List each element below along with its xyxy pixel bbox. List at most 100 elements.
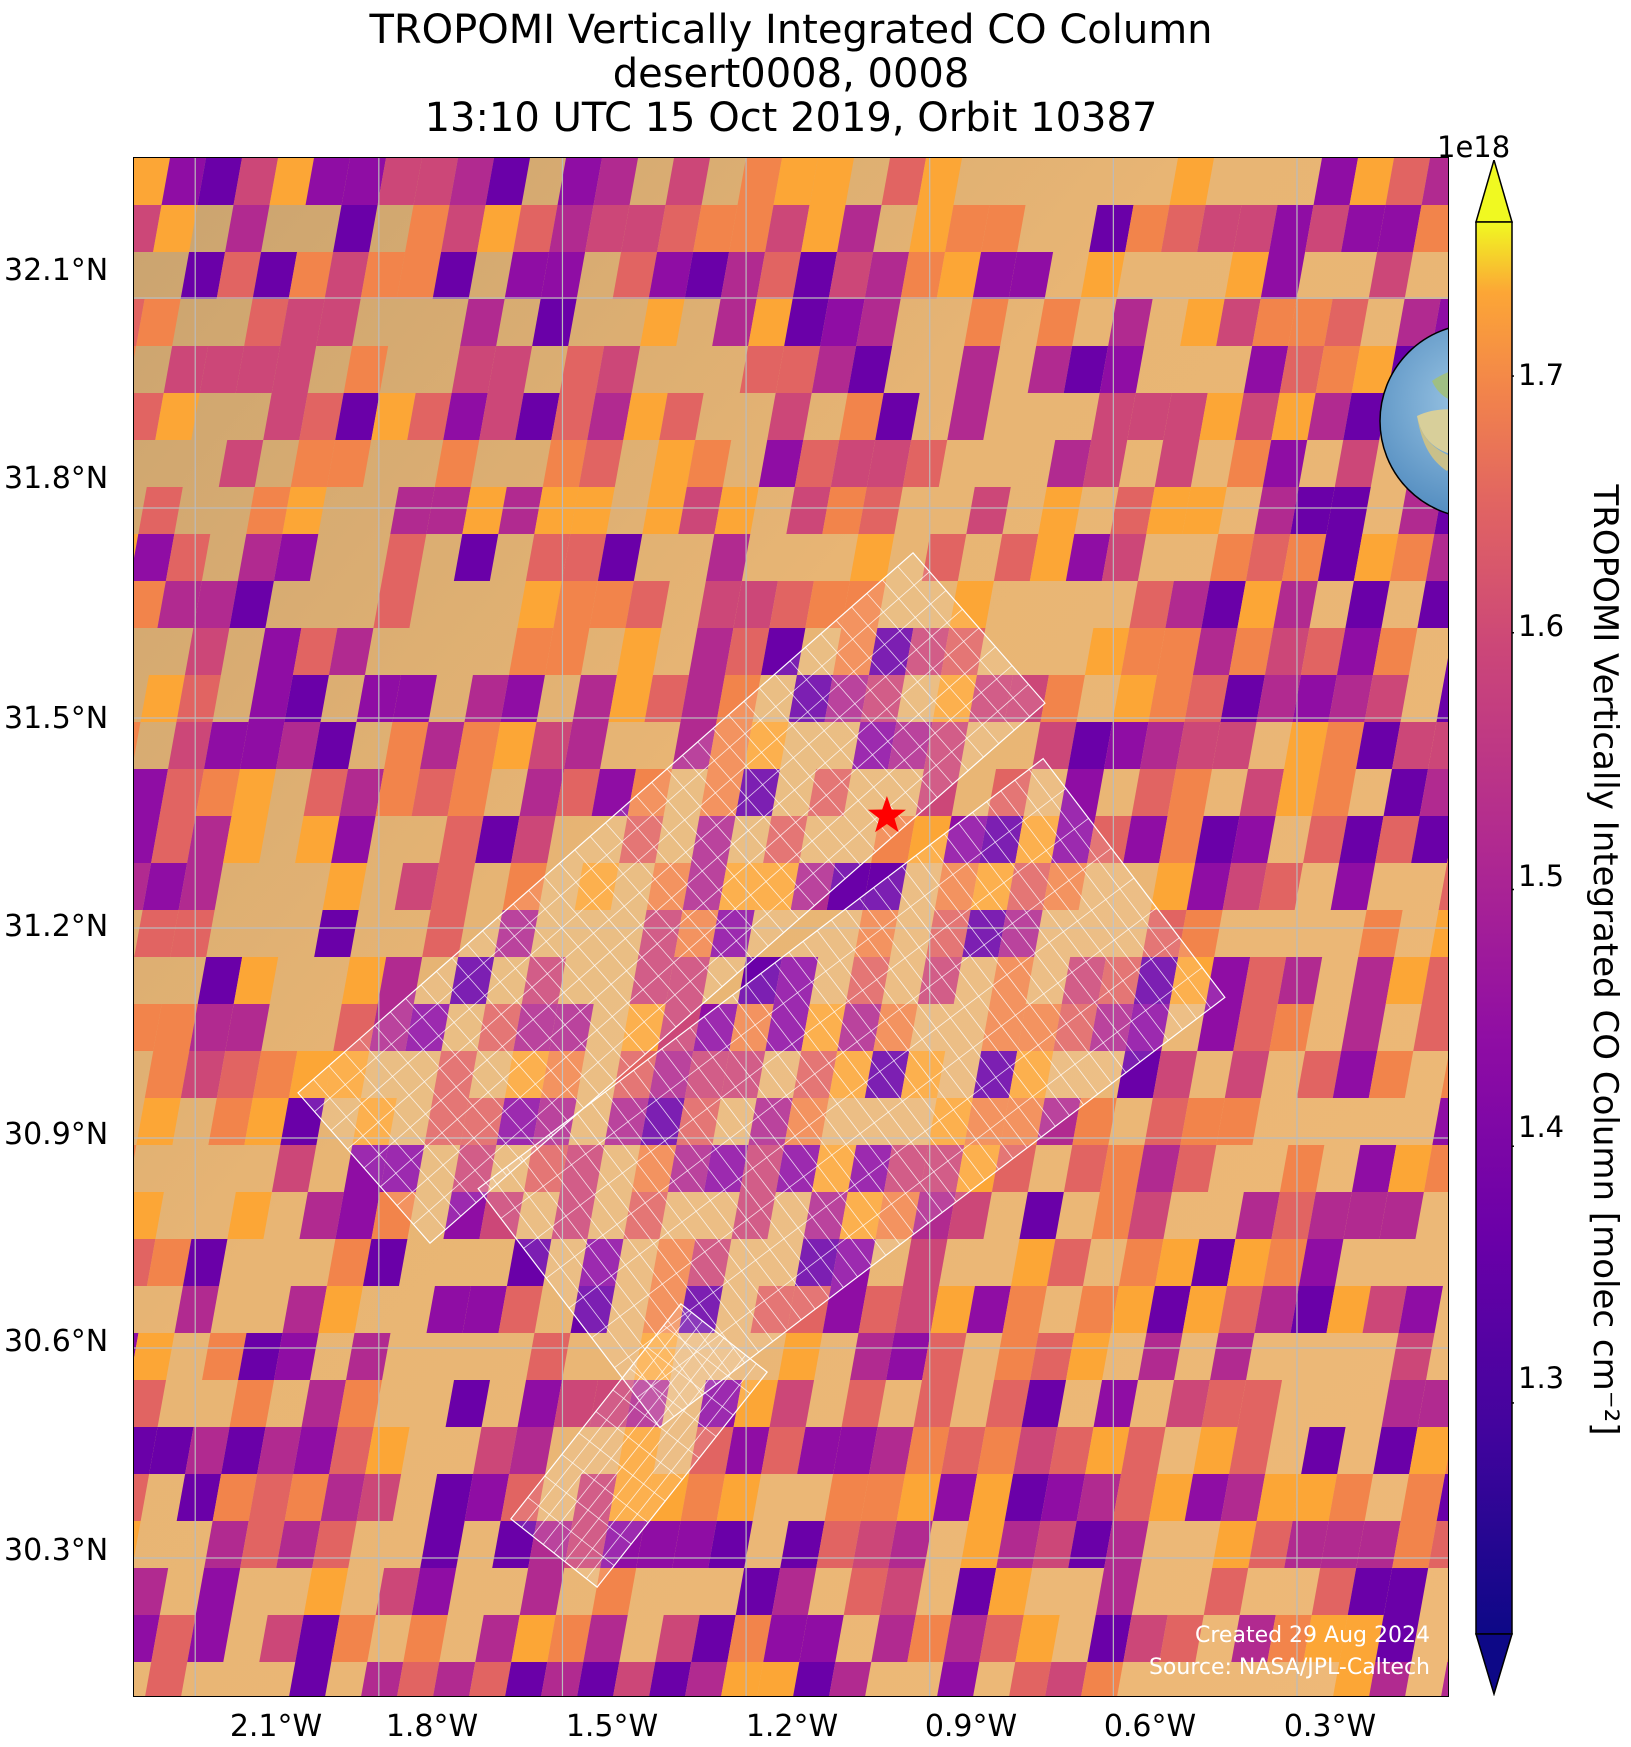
co-pixel — [517, 1380, 563, 1427]
co-pixel — [902, 1239, 948, 1286]
co-pixel — [233, 158, 278, 205]
lat-tick-label: 31.2°N — [4, 909, 109, 944]
co-pixel — [830, 440, 876, 487]
co-pixel — [616, 628, 662, 675]
chart-subtitle-time: 13:10 UTC 15 Oct 2019, Orbit 10387 — [424, 95, 1158, 141]
co-pixel — [864, 1051, 910, 1098]
co-pixel — [439, 816, 484, 863]
co-pixel — [1053, 1004, 1098, 1051]
co-pixel — [640, 1098, 685, 1145]
co-pixel — [322, 863, 368, 910]
co-pixel — [1328, 675, 1373, 722]
co-pixel — [1133, 957, 1179, 1004]
co-pixel — [312, 722, 357, 769]
co-pixel — [1235, 1192, 1280, 1239]
co-pixel — [473, 1427, 518, 1474]
co-pixel — [195, 769, 241, 816]
co-pixel — [511, 816, 556, 863]
co-pixel — [341, 957, 387, 1004]
co-pixel — [1095, 1568, 1141, 1615]
co-pixel — [392, 675, 437, 722]
co-pixel — [1273, 581, 1318, 628]
co-pixel — [731, 1192, 776, 1239]
co-pixel — [915, 769, 961, 816]
co-pixel — [390, 487, 435, 534]
co-pixel — [771, 1568, 817, 1615]
co-pixel — [377, 158, 422, 205]
co-pixel — [1032, 1521, 1077, 1568]
co-pixel — [778, 1333, 823, 1380]
co-pixel — [680, 675, 725, 722]
co-pixel — [756, 252, 802, 299]
co-pixel — [638, 910, 683, 957]
co-pixel — [134, 1333, 175, 1380]
co-pixel — [165, 534, 211, 581]
co-pixel — [1349, 957, 1395, 1004]
co-pixel — [684, 252, 730, 299]
co-pixel — [328, 628, 374, 675]
co-pixel — [1356, 722, 1401, 769]
co-pixel — [204, 722, 249, 769]
co-pixel — [1004, 675, 1049, 722]
co-pixel — [140, 675, 185, 722]
co-pixel — [517, 581, 562, 628]
co-pixel — [940, 628, 986, 675]
co-pixel — [945, 205, 990, 252]
co-pixel — [284, 1474, 330, 1521]
co-pixel — [769, 1380, 815, 1427]
footprint-line — [380, 646, 996, 1188]
co-pixel — [1163, 393, 1208, 440]
co-pixel — [613, 1662, 656, 1696]
co-pixel — [341, 158, 386, 205]
co-pixel — [1121, 1427, 1166, 1474]
co-pixel — [180, 1051, 226, 1098]
co-pixel — [1125, 205, 1170, 252]
colorbar-tick-label: 1.4 — [1518, 1110, 1565, 1144]
co-pixel — [822, 1286, 867, 1333]
co-pixel — [1385, 158, 1430, 205]
co-pixel — [288, 1051, 334, 1098]
footprint-line — [564, 1346, 736, 1562]
co-pixel — [1339, 1615, 1384, 1662]
co-pixel — [585, 205, 630, 252]
co-pixel — [1224, 1051, 1270, 1098]
co-pixel — [1201, 581, 1246, 628]
co-pixel — [873, 1004, 918, 1051]
co-pixel — [1413, 205, 1448, 252]
footprint-line — [413, 684, 1029, 1225]
co-pixel — [407, 393, 452, 440]
co-pixel — [655, 1615, 700, 1662]
co-pixel — [754, 863, 800, 910]
co-pixel — [229, 1380, 275, 1427]
co-pixel — [597, 534, 643, 581]
co-pixel — [1144, 1098, 1189, 1145]
co-pixel — [1045, 1662, 1088, 1696]
co-pixel — [534, 487, 579, 534]
co-pixel — [508, 628, 554, 675]
co-pixel — [1326, 487, 1371, 534]
co-pixel — [727, 1615, 772, 1662]
co-pixel — [947, 1192, 992, 1239]
co-pixel — [1226, 440, 1272, 487]
co-pixel — [145, 1662, 188, 1696]
co-pixel — [735, 1568, 781, 1615]
co-pixel — [1129, 581, 1174, 628]
co-pixel — [1068, 722, 1113, 769]
co-pixel — [240, 1521, 285, 1568]
co-pixel — [1254, 487, 1299, 534]
footprint-line — [568, 877, 1135, 1309]
co-pixel — [854, 910, 899, 957]
co-pixel — [134, 1568, 169, 1615]
co-pixel — [1051, 816, 1096, 863]
co-pixel — [1019, 1192, 1064, 1239]
co-pixel — [151, 816, 196, 863]
co-pixel — [335, 1192, 380, 1239]
co-pixel — [134, 1380, 167, 1427]
co-pixel — [134, 205, 162, 252]
co-pixel — [737, 158, 782, 205]
co-pixel — [657, 1004, 702, 1051]
co-pixel — [1233, 205, 1278, 252]
footprint-line — [347, 608, 963, 1150]
co-pixel — [672, 1521, 717, 1568]
co-pixel — [384, 722, 429, 769]
